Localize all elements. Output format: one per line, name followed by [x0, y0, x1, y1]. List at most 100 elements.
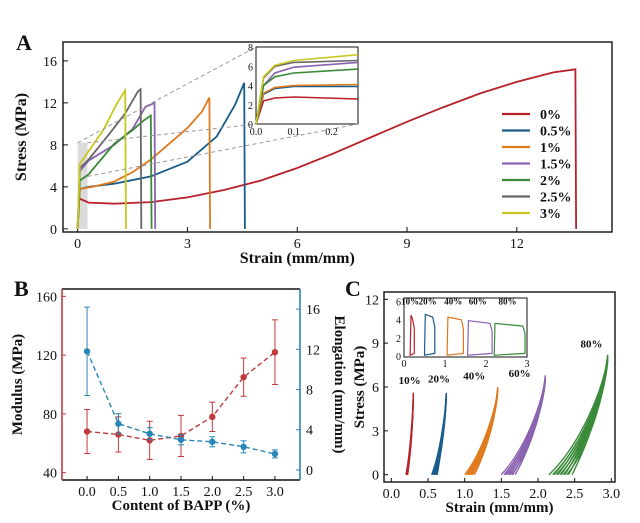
- panel-a-y-tick-label: 8: [50, 139, 57, 154]
- inset-x-tick-label: 0.0: [250, 127, 263, 138]
- data-point-modulus: [146, 437, 153, 444]
- panel-a-y-label: Stress (MPa): [13, 93, 30, 181]
- panel-b-y2-tick-label: 4: [306, 424, 313, 439]
- panel-b-x-tick-label: 1.5: [172, 485, 190, 500]
- inset-y-tick-label: 2: [248, 101, 253, 112]
- panel-b-y-tick-label: 80: [43, 408, 57, 423]
- panel-b-x-tick-label: 0.0: [78, 485, 96, 500]
- panel-b-y2-tick-label: 12: [306, 343, 320, 358]
- panel-c-x-tick-label: 2.0: [529, 487, 547, 502]
- inset-x-tick-label: 0.1: [288, 127, 301, 138]
- loop-cycle: [559, 358, 609, 476]
- inset-c-y-tick-label: 0: [396, 352, 401, 363]
- panel-a-x-tick-label: 12: [510, 237, 524, 252]
- panel-b-x-tick-label: 1.0: [141, 485, 159, 500]
- panel-b-x-tick-label: 2.0: [204, 485, 222, 500]
- hysteresis-loop-60pct: [500, 375, 546, 476]
- panel-b-x-tick-label: 0.5: [110, 485, 128, 500]
- panel-b-x-tick-label: 3.0: [266, 485, 284, 500]
- data-point-modulus: [83, 428, 91, 435]
- inset-c-y-tick-label: 6: [396, 298, 401, 309]
- hysteresis-loop-40pct: [464, 386, 499, 476]
- series-line-3pct: [76, 87, 127, 229]
- inset-c-y-tick-label: 4: [396, 316, 401, 327]
- panel-a-y-tick-label: 0: [50, 223, 57, 238]
- data-point-modulus: [209, 413, 216, 421]
- inset-c-y-tick-label: 2: [396, 334, 401, 345]
- panel-c-inset-frame: [403, 297, 528, 358]
- panel-b-y-label: Modulus (MPa): [10, 334, 26, 435]
- panel-c-letter: C: [345, 276, 361, 301]
- panel-b-y2-label: Elongation (mm/mm): [331, 316, 347, 454]
- loop-label: 40%: [463, 371, 485, 383]
- inset-x-tick-label: 0.2: [325, 127, 338, 138]
- series-line-2-5pct: [76, 87, 143, 229]
- inset-c-label: 40%: [444, 296, 462, 306]
- inset-c-loop: [493, 322, 526, 356]
- series-line-0-5pct: [76, 82, 246, 229]
- panel-a-frame: [62, 41, 613, 233]
- loop-cycle: [566, 360, 609, 476]
- panel-b-y2-tick-label: 0: [306, 464, 313, 479]
- panel-c-x-label: Strain (mm/mm): [446, 500, 554, 516]
- hysteresis-loop-10pct: [405, 392, 414, 475]
- inset-y-tick-label: 0: [248, 120, 253, 131]
- inset-c-loop: [446, 316, 464, 356]
- inset-c-label: 10%: [401, 296, 419, 306]
- panel-c-x-tick-label: 3.0: [603, 487, 621, 502]
- panel-a-y-tick-label: 12: [43, 97, 57, 112]
- loop-cycle: [435, 397, 447, 475]
- panel-a-y-tick-label: 4: [50, 181, 57, 196]
- panel-c-x-tick-label: 1.5: [493, 487, 511, 502]
- legend-label: 3%: [540, 207, 561, 222]
- legend-label: 0%: [540, 108, 561, 123]
- panel-b-x-tick-label: 2.5: [235, 485, 253, 500]
- series-line-2pct: [76, 113, 153, 229]
- panel-c-x-tick-label: 1.0: [456, 487, 474, 502]
- loop-label: 20%: [428, 374, 450, 386]
- panel-a-x-tick-label: 6: [294, 237, 301, 252]
- inset-y-tick-label: 8: [248, 43, 253, 54]
- panel-a-letter: A: [16, 30, 32, 55]
- loop-label: 60%: [509, 368, 531, 380]
- legend-label: 1%: [540, 141, 561, 156]
- data-point-elongation: [177, 436, 185, 443]
- data-point-elongation: [115, 420, 122, 427]
- panel-c-y-label: Stress (MPa): [352, 346, 368, 429]
- inset-series-line: [255, 53, 359, 125]
- panel-c-y-tick-label: 12: [365, 293, 379, 308]
- panel-b-letter: B: [14, 276, 29, 301]
- panel-a-x-tick-label: 0: [74, 237, 81, 252]
- panel-c-x-tick-label: 2.5: [566, 487, 584, 502]
- panel-a-x-tick-label: 9: [404, 237, 411, 252]
- inset-c-label: 20%: [419, 296, 437, 306]
- panel-b-y2-tick-label: 16: [306, 303, 320, 318]
- panel-b-y2-tick-label: 8: [306, 384, 313, 399]
- loop-label: 80%: [581, 339, 603, 351]
- legend-label: 1.5%: [540, 158, 572, 173]
- inset-c-label: 80%: [499, 296, 517, 306]
- inset-series-line: [255, 96, 359, 125]
- data-point-modulus: [271, 348, 279, 356]
- loop-label: 10%: [399, 375, 421, 387]
- inset-c-x-tick-label: 3: [525, 359, 530, 370]
- inset-connector: [87, 123, 359, 177]
- data-point-elongation: [209, 438, 216, 445]
- panel-a-y-tick-label: 16: [43, 55, 57, 70]
- loop-cycle: [562, 359, 609, 476]
- inset-y-tick-label: 4: [248, 82, 253, 93]
- data-point-elongation: [240, 443, 247, 451]
- hysteresis-loop-80pct: [548, 354, 609, 476]
- series-line-0pct: [76, 68, 577, 229]
- data-point-modulus: [240, 373, 247, 381]
- inset-c-loop: [423, 313, 436, 356]
- panel-b-y-tick-label: 120: [36, 349, 57, 364]
- loop-cycle: [406, 396, 414, 475]
- panel-c-y-tick-label: 3: [372, 425, 379, 440]
- inset-connector: [87, 123, 257, 144]
- inset-series-line: [255, 83, 359, 125]
- inset-y-tick-label: 6: [248, 62, 253, 73]
- data-point-elongation: [83, 348, 91, 355]
- panel-a-zoom-region: [77, 142, 88, 229]
